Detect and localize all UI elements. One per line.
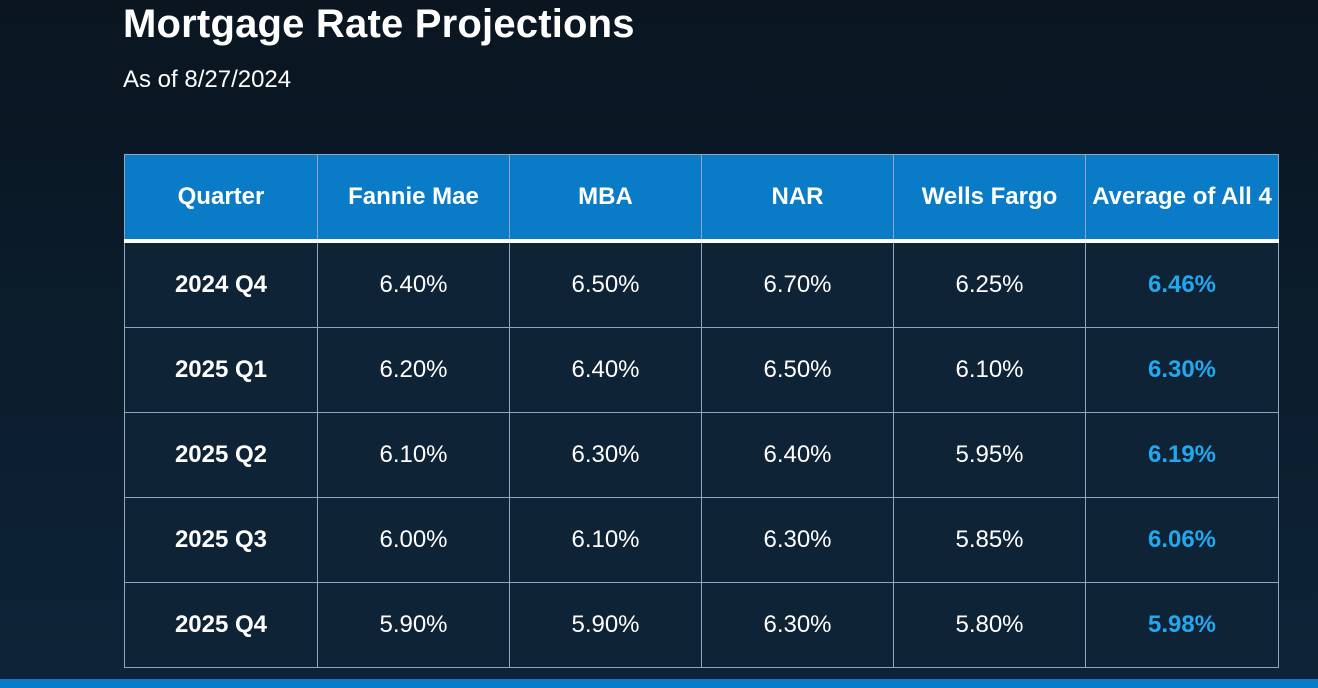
column-header-mba: MBA xyxy=(509,154,702,242)
wells-fargo-cell: 5.95% xyxy=(893,412,1086,498)
mba-cell: 6.50% xyxy=(509,240,702,328)
footer-accent-bar xyxy=(0,679,1318,688)
quarter-cell: 2025 Q1 xyxy=(124,327,318,413)
fannie-mae-cell: 6.40% xyxy=(317,240,510,328)
quarter-cell: 2025 Q2 xyxy=(124,412,318,498)
nar-cell: 6.30% xyxy=(701,497,894,583)
table-header-row: Quarter Fannie Mae MBA NAR Wells Fargo A… xyxy=(124,154,1279,242)
fannie-mae-cell: 6.00% xyxy=(317,497,510,583)
column-header-wells-fargo: Wells Fargo xyxy=(893,154,1086,242)
mba-cell: 6.30% xyxy=(509,412,702,498)
column-header-nar: NAR xyxy=(701,154,894,242)
average-cell: 6.46% xyxy=(1085,240,1279,328)
average-cell: 5.98% xyxy=(1085,582,1279,668)
page-subtitle: As of 8/27/2024 xyxy=(123,66,292,93)
wells-fargo-cell: 5.85% xyxy=(893,497,1086,583)
nar-cell: 6.50% xyxy=(701,327,894,413)
fannie-mae-cell: 6.20% xyxy=(317,327,510,413)
projections-table: Quarter Fannie Mae MBA NAR Wells Fargo A… xyxy=(124,154,1279,668)
table-row: 2024 Q4 6.40% 6.50% 6.70% 6.25% 6.46% xyxy=(124,240,1279,328)
wells-fargo-cell: 6.10% xyxy=(893,327,1086,413)
average-cell: 6.06% xyxy=(1085,497,1279,583)
quarter-cell: 2024 Q4 xyxy=(124,240,318,328)
wells-fargo-cell: 5.80% xyxy=(893,582,1086,668)
fannie-mae-cell: 5.90% xyxy=(317,582,510,668)
table-row: 2025 Q1 6.20% 6.40% 6.50% 6.10% 6.30% xyxy=(124,327,1279,413)
page-title: Mortgage Rate Projections xyxy=(123,2,635,46)
column-header-average: Average of All 4 xyxy=(1085,154,1279,242)
wells-fargo-cell: 6.25% xyxy=(893,240,1086,328)
table-row: 2025 Q4 5.90% 5.90% 6.30% 5.80% 5.98% xyxy=(124,582,1279,668)
nar-cell: 6.70% xyxy=(701,240,894,328)
nar-cell: 6.30% xyxy=(701,582,894,668)
table-row: 2025 Q3 6.00% 6.10% 6.30% 5.85% 6.06% xyxy=(124,497,1279,583)
quarter-cell: 2025 Q4 xyxy=(124,582,318,668)
table-row: 2025 Q2 6.10% 6.30% 6.40% 5.95% 6.19% xyxy=(124,412,1279,498)
average-cell: 6.30% xyxy=(1085,327,1279,413)
quarter-cell: 2025 Q3 xyxy=(124,497,318,583)
fannie-mae-cell: 6.10% xyxy=(317,412,510,498)
column-header-fannie-mae: Fannie Mae xyxy=(317,154,510,242)
mba-cell: 6.10% xyxy=(509,497,702,583)
column-header-quarter: Quarter xyxy=(124,154,318,242)
mba-cell: 5.90% xyxy=(509,582,702,668)
mba-cell: 6.40% xyxy=(509,327,702,413)
nar-cell: 6.40% xyxy=(701,412,894,498)
average-cell: 6.19% xyxy=(1085,412,1279,498)
